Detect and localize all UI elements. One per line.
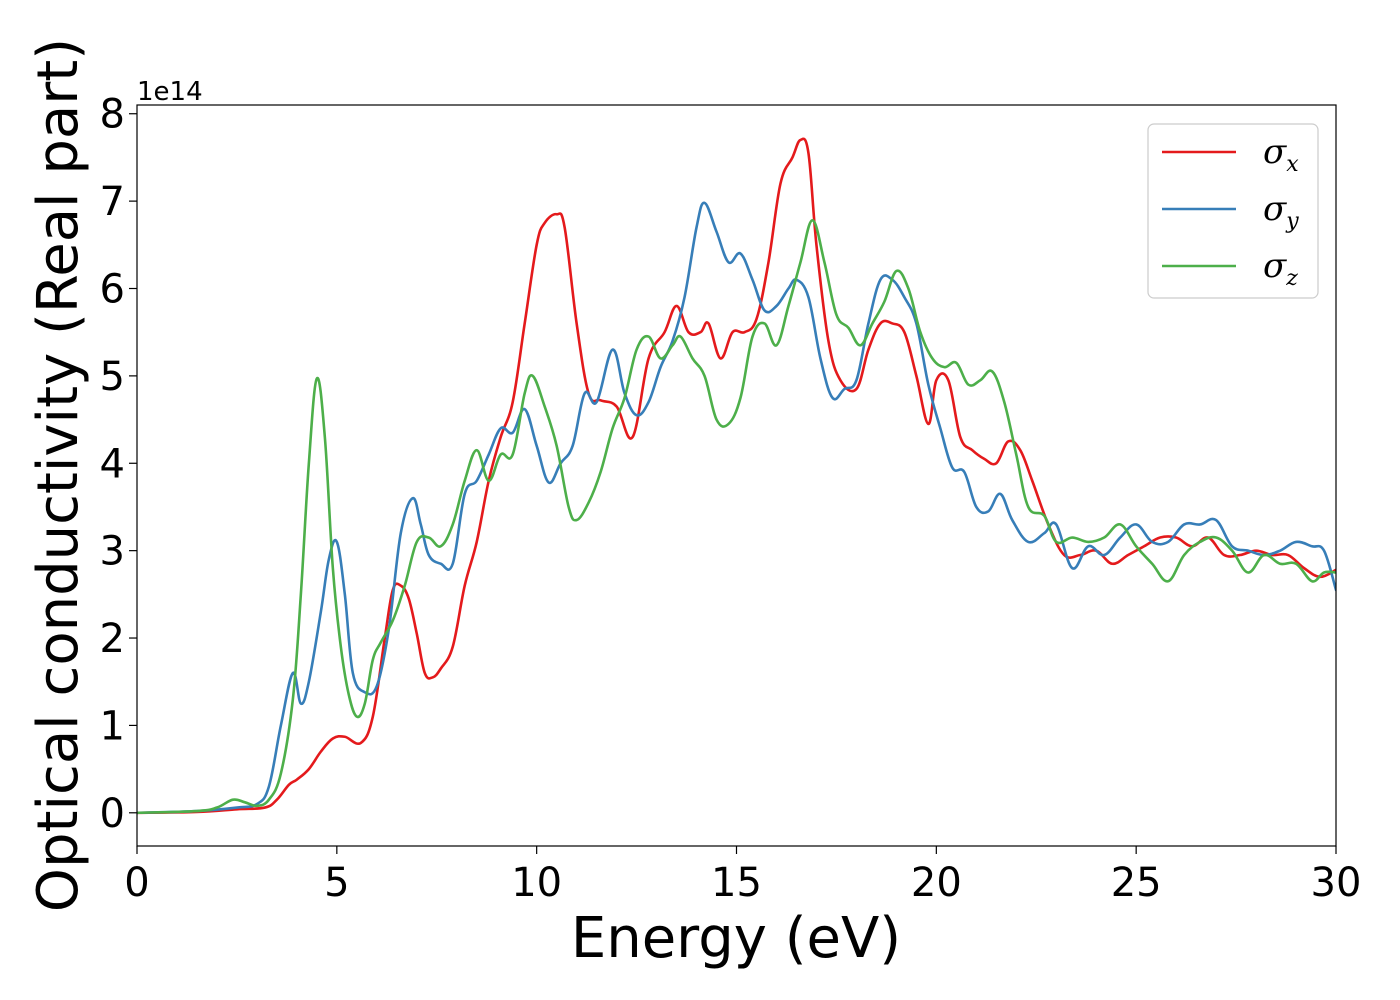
legend-label-y: σy: [1263, 189, 1299, 234]
y-tick-label: 4: [100, 441, 125, 487]
series-line-y: [137, 201, 1336, 815]
legend-label-z: σz: [1263, 246, 1298, 291]
y-tick-label: 5: [100, 354, 125, 400]
legend-label-x: σx: [1263, 132, 1299, 177]
x-tick-label: 20: [911, 860, 962, 906]
x-tick-label: 15: [711, 860, 762, 906]
series-line-z: [137, 219, 1336, 815]
series-layer: [137, 137, 1336, 815]
x-tick-label: 5: [324, 860, 349, 906]
y-tick-label: 2: [100, 616, 125, 662]
x-tick-label: 30: [1311, 860, 1362, 906]
y-tick-label: 0: [100, 791, 125, 837]
legend-box: [1147, 123, 1319, 299]
y-tick-label: 3: [100, 529, 125, 575]
x-axis-ticks: 0 5 10 15 20 25 30: [124, 846, 1361, 906]
y-tick-label: 6: [100, 267, 125, 313]
y-offset-label: 1e14: [137, 77, 203, 107]
legend: σx σy σz: [1147, 123, 1319, 299]
y-tick-label: 1: [100, 703, 125, 749]
y-tick-label: 7: [100, 179, 125, 225]
x-tick-label: 0: [124, 860, 149, 906]
y-tick-label: 8: [100, 92, 125, 138]
x-axis-label: Energy (eV): [571, 906, 901, 971]
y-axis-label: Optical conductivity (Real part): [26, 38, 91, 912]
x-tick-label: 25: [1111, 860, 1162, 906]
x-tick-label: 10: [511, 860, 562, 906]
y-axis-ticks: 0 1 2 3 4 5 6 7 8: [100, 92, 137, 837]
